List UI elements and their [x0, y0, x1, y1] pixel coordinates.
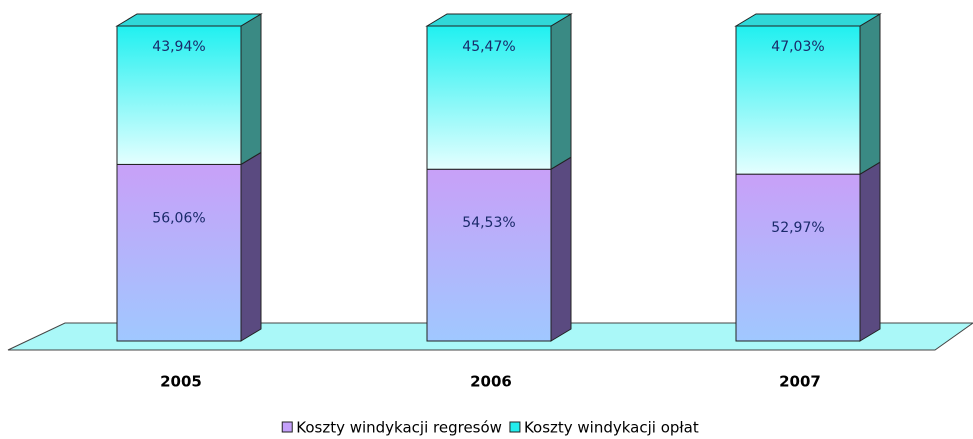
bar-side: [550, 156, 572, 342]
value-label: 45,47%: [462, 39, 515, 55]
x-tick-label: 2005: [160, 373, 202, 391]
legend: Koszty windykacji regresów Koszty windyka…: [281, 419, 699, 437]
value-label: 47,03%: [771, 39, 824, 55]
bar-top: [115, 13, 263, 27]
bar-top: [425, 13, 573, 27]
bar-side: [550, 13, 572, 171]
value-label: 52,97%: [771, 220, 824, 236]
bar-side: [240, 13, 262, 166]
bar: [426, 25, 552, 170]
legend-swatch: [509, 421, 521, 433]
value-label: 54,53%: [462, 215, 515, 231]
value-label: 43,94%: [152, 39, 205, 55]
bar: [116, 163, 242, 342]
bar-side: [859, 161, 881, 342]
bar: [426, 168, 552, 342]
value-label: 56,06%: [152, 210, 205, 226]
bar-top: [734, 13, 882, 27]
legend-swatch: [281, 421, 293, 433]
x-tick-label: 2007: [779, 373, 821, 391]
legend-label: Koszty windykacji regresów: [296, 419, 502, 437]
x-tick-label: 2006: [470, 373, 512, 391]
bar-side: [240, 151, 262, 342]
bar: [735, 173, 861, 342]
legend-label: Koszty windykacji opłat: [524, 419, 699, 437]
bar: [116, 25, 242, 165]
bar-side: [859, 13, 881, 176]
bar: [735, 25, 861, 175]
